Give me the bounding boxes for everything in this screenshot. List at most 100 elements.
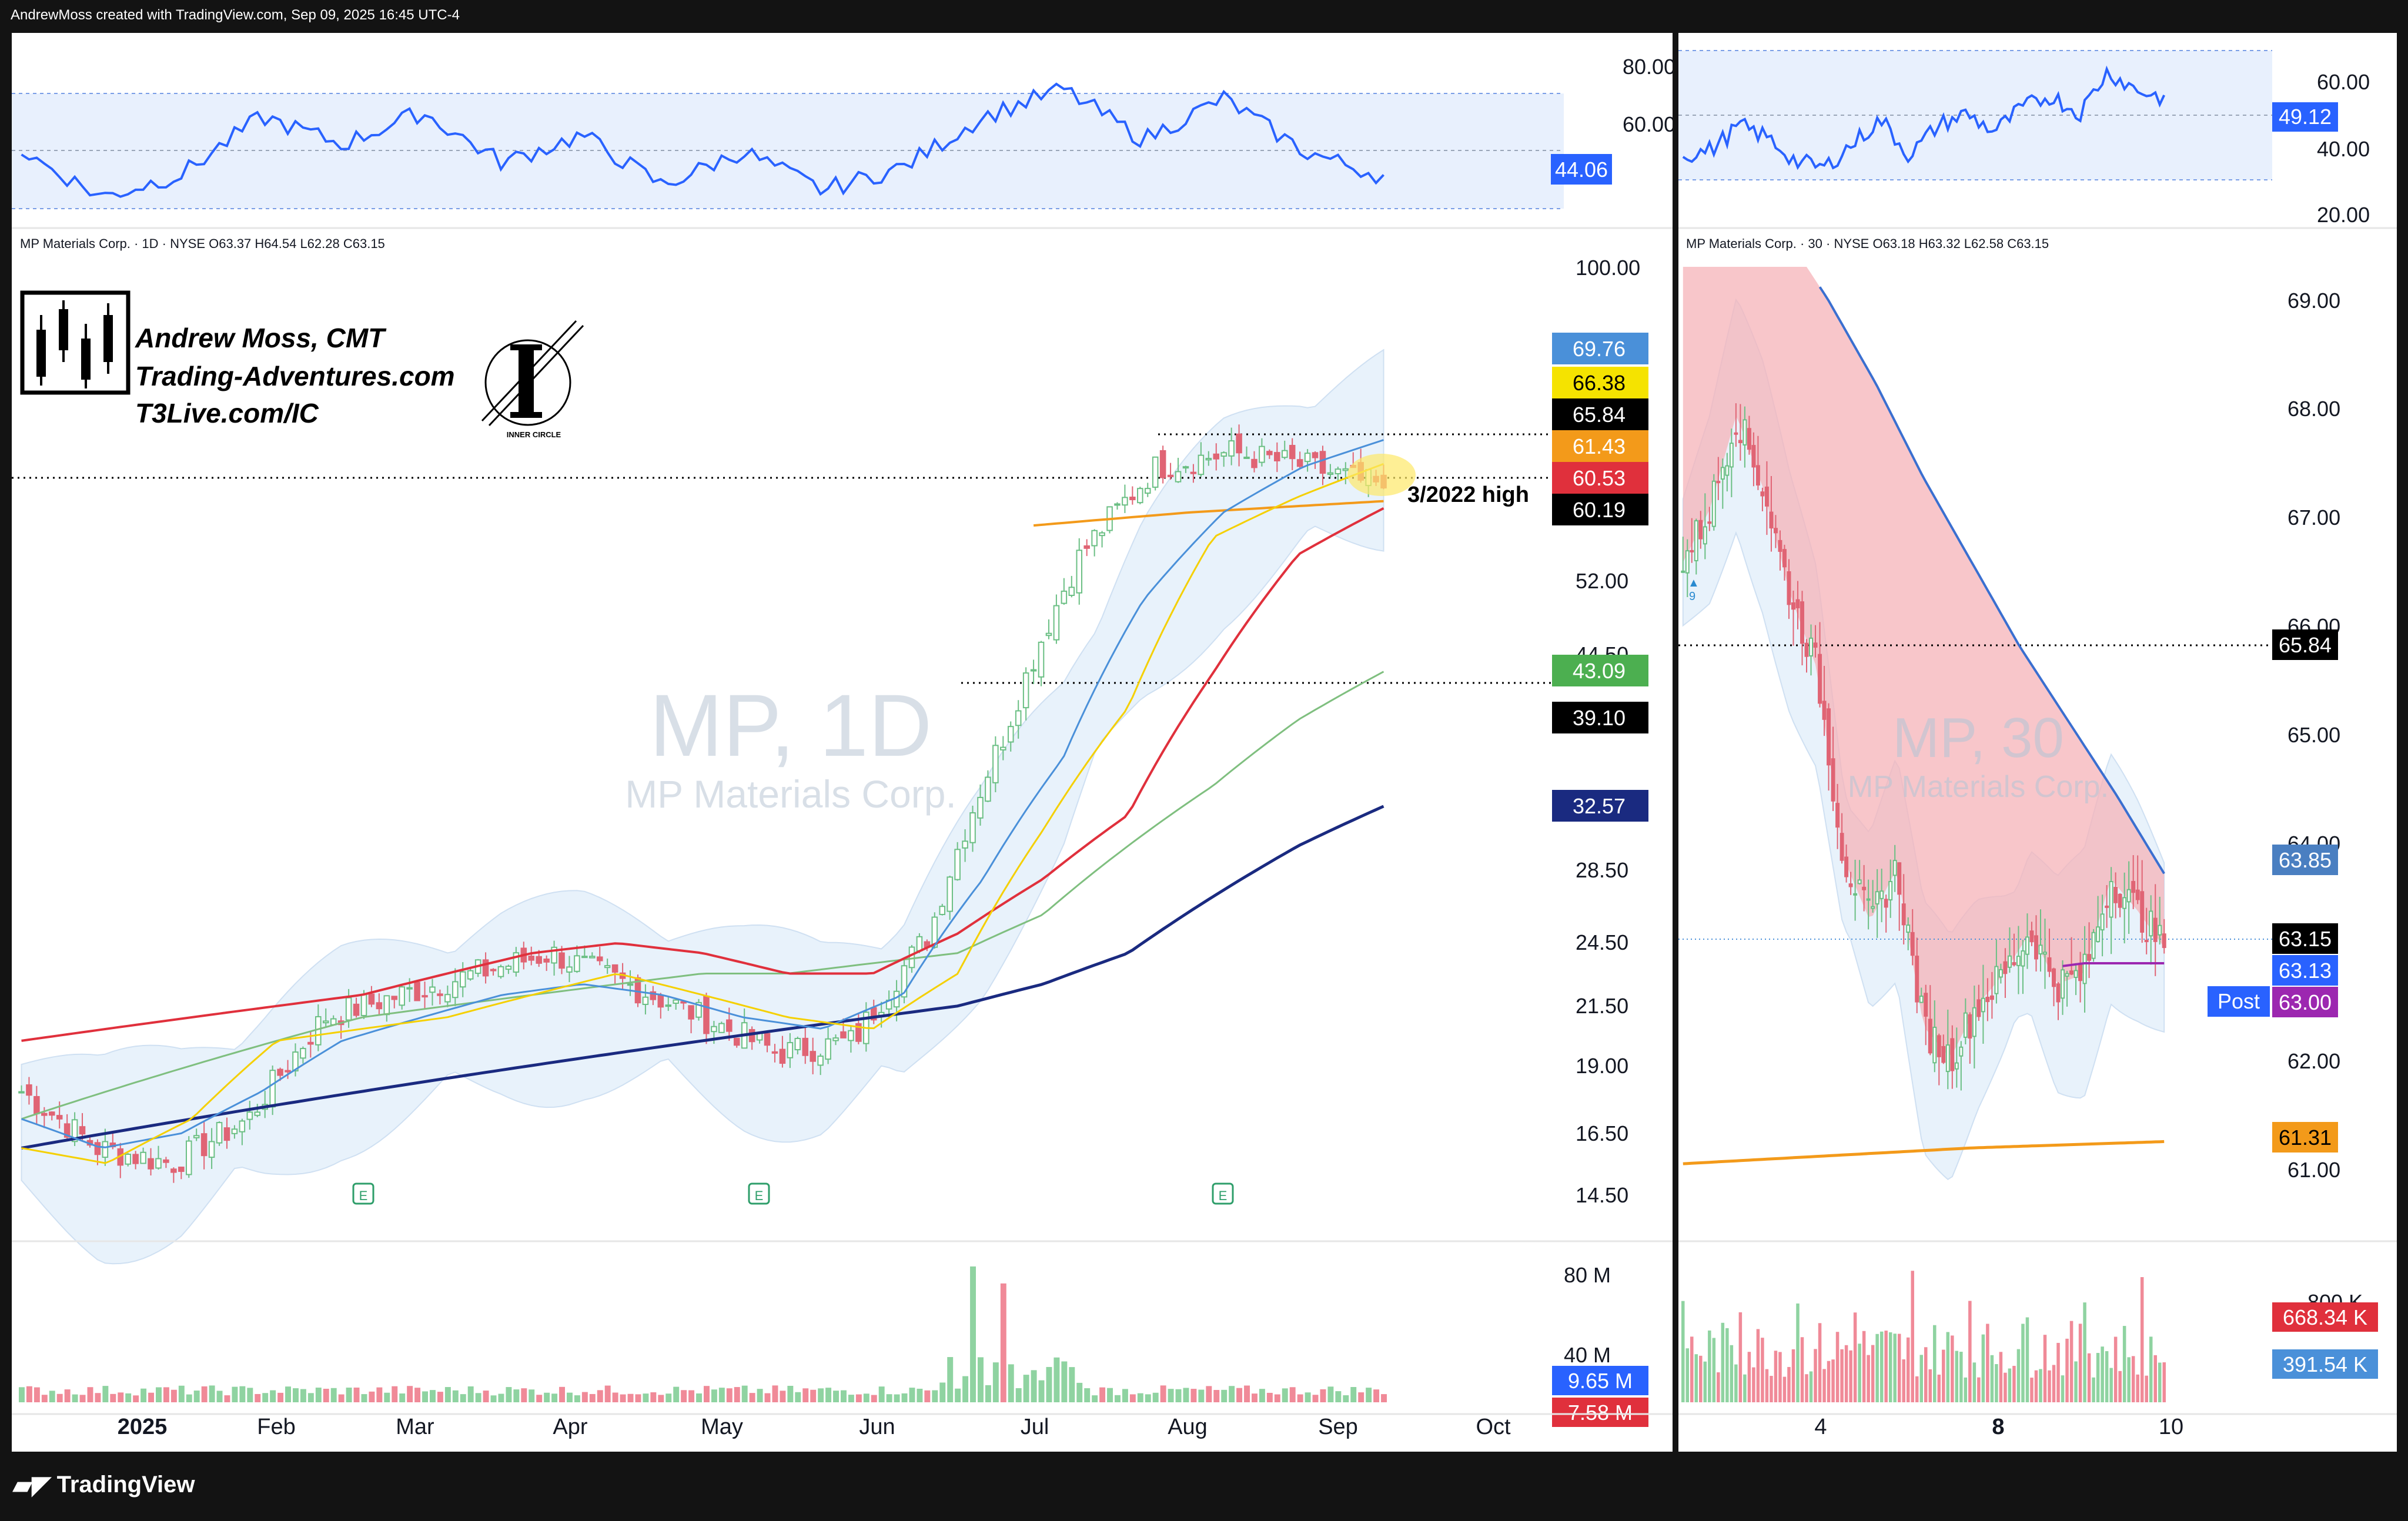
candle [1068, 587, 1075, 597]
volume-bar [871, 1395, 877, 1402]
candle [1857, 879, 1862, 885]
candle [140, 1151, 146, 1164]
candle [1205, 458, 1212, 461]
volume-bar [353, 1387, 360, 1402]
annotation-3-2022-high: 3/2022 high [1407, 483, 1529, 507]
candle [490, 969, 497, 971]
daily-chart-svg[interactable]: 80.00 60.00 44.06 MP Materials Corp. · 1… [12, 33, 1675, 1452]
candle [452, 981, 459, 999]
candle [642, 996, 649, 1005]
volume-bar [483, 1391, 489, 1402]
volume-bar [338, 1394, 345, 1402]
volume-bar [178, 1385, 185, 1402]
volume-bar [1884, 1331, 1888, 1402]
candle [985, 776, 991, 802]
volume-bar [620, 1394, 626, 1402]
candle [566, 966, 573, 973]
volume-bar [300, 1389, 306, 1402]
candle [322, 1020, 329, 1024]
time-axis-label: 10 [2159, 1415, 2183, 1439]
candle [825, 1038, 831, 1060]
volume-bar [1145, 1394, 1151, 1402]
brand-site: Trading-Adventures.com [135, 361, 455, 391]
candle [1707, 521, 1712, 524]
price-tag-label: 60.53 [1573, 466, 1626, 490]
volume-tag-label: 7.58 M [1568, 1401, 1633, 1425]
candle [1897, 862, 1902, 895]
candle [2052, 968, 2056, 987]
candle [1954, 1062, 1959, 1070]
candle [771, 1051, 778, 1054]
volume-bar [255, 1393, 261, 1402]
rsi-line-30m [1682, 65, 2166, 170]
volume-bars [19, 1266, 1387, 1402]
highlight-circle [1347, 454, 1416, 496]
candle [2158, 924, 2162, 936]
intraday-chart-svg[interactable]: 60.00 40.00 20.00 49.12 MP Materials Cor… [1678, 33, 2397, 1452]
candle [307, 1041, 314, 1045]
volume-bar [1721, 1322, 1725, 1402]
candle [1994, 966, 1999, 994]
volume-bars-30m [1681, 1271, 2166, 1402]
volume-bar [589, 1393, 596, 1402]
candle [1888, 880, 1893, 901]
intraday-chart-panel[interactable]: 60.00 40.00 20.00 49.12 MP Materials Cor… [1678, 33, 2397, 1452]
volume-bar [330, 1388, 337, 1402]
candle [1879, 890, 1884, 899]
candle [1862, 886, 1867, 890]
volume-bar [1046, 1366, 1052, 1402]
volume-bar [985, 1385, 991, 1402]
price-axis-label: 67.00 [2287, 505, 2340, 530]
volume-bar [1312, 1395, 1319, 1402]
candle [1822, 701, 1827, 720]
volume-bar [1844, 1345, 1848, 1402]
volume-bar [1099, 1387, 1106, 1402]
candle [63, 1123, 71, 1138]
rsi-line [21, 82, 1384, 198]
candle [1685, 550, 1690, 574]
candle [1327, 472, 1334, 475]
candle [1716, 481, 1721, 484]
footer-brand[interactable]: ▰◤ TradingView [13, 1470, 195, 1499]
volume-bar [1038, 1380, 1045, 1402]
candle [688, 1005, 694, 1020]
volume-bar [407, 1386, 413, 1402]
volume-bar [2056, 1342, 2060, 1402]
volume-bar [1858, 1344, 1861, 1402]
volume-bar [19, 1387, 25, 1402]
candle [650, 991, 657, 1000]
daily-chart-panel[interactable]: 80.00 60.00 44.06 MP Materials Corp. · 1… [12, 33, 1675, 1452]
candlestick-logo-icon [20, 290, 131, 395]
volume-bar [1259, 1389, 1265, 1402]
candle [1137, 488, 1143, 504]
price-tag [1552, 702, 1648, 733]
candle [79, 1126, 86, 1135]
candle [292, 1051, 299, 1072]
price-tag [2272, 987, 2338, 1017]
time-axis-30m: 4 8 10 [1814, 1415, 2183, 1439]
volume-tag [1552, 1366, 1648, 1395]
volume-bar [597, 1390, 603, 1402]
earnings-markers: E E E [352, 1182, 1234, 1205]
candle [954, 849, 961, 880]
candle [1782, 549, 1787, 568]
volume-bar [49, 1391, 55, 1402]
volume-bar [444, 1387, 451, 1402]
volume-bar [772, 1385, 778, 1402]
vol-axis-label: 40 M [1564, 1343, 1611, 1367]
volume-bar [1986, 1324, 1989, 1402]
volume-bar [490, 1395, 497, 1402]
candle [1853, 893, 1858, 896]
volume-bar [1964, 1377, 1968, 1402]
candle [467, 970, 474, 980]
volume-bar [232, 1386, 238, 1402]
volume-bar [1008, 1364, 1014, 1402]
candle [1182, 466, 1189, 469]
volume-bar [635, 1394, 641, 1402]
volume-bar [1289, 1387, 1296, 1402]
candle [1981, 997, 1985, 1013]
volume-bar [2136, 1374, 2139, 1402]
volume-bar [780, 1391, 786, 1402]
candle [2069, 970, 2074, 975]
candle [1800, 601, 1804, 644]
